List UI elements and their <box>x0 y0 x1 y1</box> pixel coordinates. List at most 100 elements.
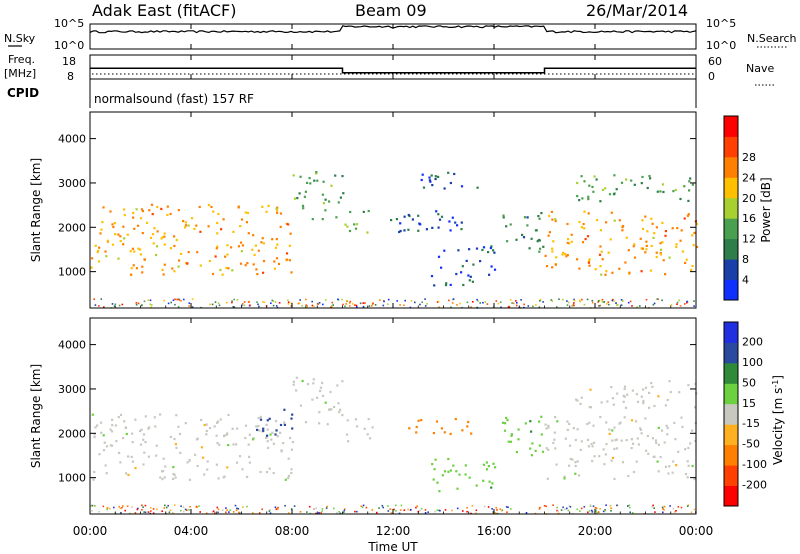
range-cell <box>275 238 278 241</box>
range-cell <box>693 508 696 511</box>
range-cell <box>269 512 272 514</box>
range-cell <box>135 267 138 270</box>
colorbar-segment <box>724 116 738 137</box>
range-cell <box>177 265 180 268</box>
range-cell <box>679 239 682 242</box>
range-cell <box>566 304 569 306</box>
range-cell <box>636 437 639 440</box>
range-cell <box>363 427 366 430</box>
range-cell <box>175 414 178 417</box>
range-cell <box>202 456 205 459</box>
range-cell <box>523 216 527 219</box>
range-cell <box>476 186 479 189</box>
range-cell <box>139 429 142 433</box>
range-cell <box>503 429 507 432</box>
range-cell <box>287 301 290 304</box>
range-cell <box>460 185 464 188</box>
range-cell <box>675 510 677 512</box>
range-cell <box>354 418 357 421</box>
range-cell <box>455 272 458 276</box>
range-cell <box>669 505 671 507</box>
range-cell <box>410 508 412 511</box>
range-cell <box>545 505 547 508</box>
range-cell <box>225 433 228 436</box>
range-cell <box>93 436 96 439</box>
range-cell <box>647 452 650 455</box>
range-cell <box>553 431 556 434</box>
range-cell <box>122 243 125 246</box>
range-cell <box>170 301 172 304</box>
range-cell <box>161 478 164 481</box>
range-cell <box>393 508 395 511</box>
range-cell <box>674 511 676 513</box>
range-cell <box>598 455 601 458</box>
range-cell <box>115 440 118 443</box>
range-cell <box>631 305 633 307</box>
range-cell <box>653 232 656 235</box>
range-cell <box>292 174 295 177</box>
range-cell <box>610 459 613 462</box>
y-tick-label: 3000 <box>58 177 86 190</box>
range-cell <box>367 418 370 421</box>
range-cell <box>592 505 595 507</box>
range-cell <box>419 223 422 226</box>
range-cell <box>231 427 234 430</box>
range-cell <box>485 468 489 471</box>
range-cell <box>571 305 573 307</box>
range-cell <box>557 510 559 512</box>
range-cell <box>468 476 471 479</box>
x-tick-label: 00:00 <box>73 524 108 538</box>
range-cell <box>119 240 122 243</box>
range-cell <box>150 306 153 308</box>
range-cell <box>663 441 666 444</box>
range-cell <box>173 437 176 441</box>
range-cell <box>122 225 125 228</box>
range-cell <box>244 264 247 267</box>
range-cell <box>207 225 210 228</box>
range-cell <box>595 178 598 181</box>
range-cell <box>175 238 178 242</box>
range-cell <box>150 507 152 509</box>
range-cell <box>365 506 368 509</box>
range-cell <box>588 260 591 263</box>
range-cell <box>641 219 644 222</box>
beam-label: Beam 09 <box>355 1 427 20</box>
range-cell <box>475 247 479 250</box>
range-cell <box>177 306 180 308</box>
range-cell <box>282 442 285 445</box>
range-cell <box>111 223 114 226</box>
range-cell <box>467 420 470 424</box>
range-cell <box>387 510 390 512</box>
range-cell <box>299 299 301 301</box>
range-cell <box>312 382 315 385</box>
range-cell <box>216 506 219 509</box>
range-cell <box>205 423 208 426</box>
range-cell <box>143 258 146 261</box>
range-cell <box>262 429 265 432</box>
range-cell <box>686 460 689 463</box>
range-cell <box>120 512 122 514</box>
range-cell <box>215 247 218 250</box>
range-cell <box>461 265 464 268</box>
nsky-left-tick-high: 10^5 <box>54 17 84 30</box>
range-cell <box>615 188 618 191</box>
range-cell <box>565 255 568 258</box>
range-cell <box>100 421 103 424</box>
range-cell <box>652 236 655 239</box>
range-cell <box>580 507 583 510</box>
x-tick-label: 00:00 <box>679 524 714 538</box>
range-cell <box>111 418 114 421</box>
range-cell <box>163 507 166 509</box>
range-cell <box>686 301 688 304</box>
range-cell <box>624 261 627 264</box>
range-cell <box>275 209 279 212</box>
range-cell <box>504 422 507 425</box>
range-cell <box>529 447 532 450</box>
range-cell <box>390 512 393 514</box>
range-cell <box>589 505 592 507</box>
range-cell <box>407 213 410 217</box>
range-cell <box>580 226 583 229</box>
range-cell <box>581 197 584 200</box>
range-cell <box>139 443 143 446</box>
range-cell <box>122 505 124 507</box>
